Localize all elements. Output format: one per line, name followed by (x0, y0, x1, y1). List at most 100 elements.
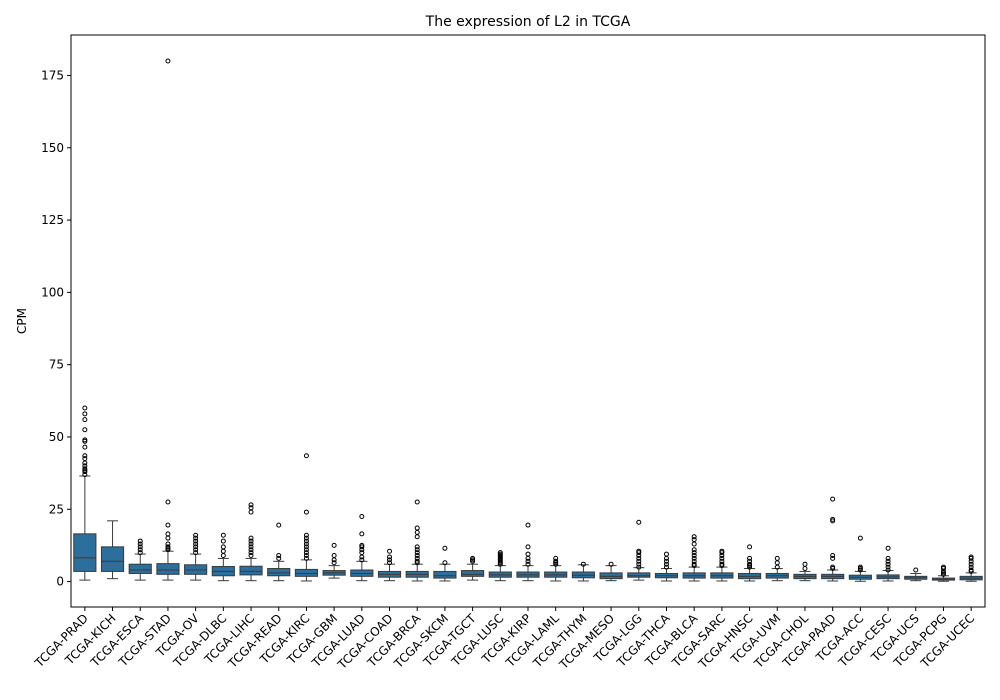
outlier-point (719, 548, 725, 554)
box-group (128, 538, 152, 581)
box-group (377, 548, 402, 582)
outlier-point (525, 551, 531, 557)
box-group (184, 532, 208, 581)
outlier-point (331, 560, 337, 566)
outlier-point (82, 456, 88, 462)
outlier-point (137, 547, 143, 553)
box-iqr (73, 533, 97, 572)
outlier-point (968, 564, 974, 570)
outlier-point (387, 548, 393, 554)
outlier-point (636, 555, 642, 561)
box-group (821, 496, 845, 582)
chart-title: The expression of L2 in TCGA (425, 14, 631, 30)
outlier-point (387, 554, 393, 560)
outlier-point (414, 550, 420, 556)
outlier-point (442, 545, 448, 551)
outlier-point (830, 555, 836, 561)
outlier-point (885, 567, 891, 573)
box-group (682, 534, 706, 582)
box-group (350, 513, 374, 582)
outlier-point (331, 553, 337, 559)
outlier-point (359, 557, 365, 563)
outlier-point (719, 555, 725, 561)
outlier-point (248, 535, 254, 541)
outlier-point (691, 537, 697, 543)
outlier-point (303, 555, 309, 561)
outlier-point (82, 460, 88, 466)
outlier-point (663, 551, 669, 557)
y-axis: 0 25 50 75 100 125 150 175 (41, 68, 71, 589)
outlier-point (774, 555, 780, 561)
box-iqr (239, 565, 263, 576)
outlier-point (968, 567, 974, 573)
outlier-point (719, 561, 725, 567)
outlier-point (414, 534, 420, 540)
outlier-point (387, 557, 393, 563)
plot-frame (70, 34, 986, 608)
outlier-point (830, 553, 836, 559)
box-group (461, 555, 485, 581)
outlier-point (636, 564, 642, 570)
outlier-point (193, 544, 199, 550)
box-group (156, 58, 180, 581)
box-group (627, 519, 651, 581)
outlier-point (82, 405, 88, 411)
outlier-point (303, 544, 309, 550)
box-group (710, 548, 734, 582)
outlier-point (857, 564, 863, 570)
outlier-point (165, 58, 171, 64)
outlier-point (580, 561, 586, 567)
outlier-point (636, 548, 642, 554)
outlier-point (691, 541, 697, 547)
outlier-point (691, 555, 697, 561)
outlier-point (248, 547, 254, 553)
box-group (765, 555, 789, 582)
outlier-point (193, 535, 199, 541)
outlier-point (663, 561, 669, 567)
y-tick-label: 100 (41, 285, 64, 299)
y-axis-label: CPM (15, 308, 29, 334)
box-iqr (128, 563, 152, 574)
box-group (267, 522, 291, 582)
outlier-point (248, 541, 254, 547)
x-axis: TCGA-PRADTCGA-KICHTCGA-ESCATCGA-STADTCGA… (31, 607, 977, 672)
box-group (322, 542, 346, 579)
outlier-point (193, 547, 199, 553)
outlier-point (636, 519, 642, 525)
outlier-point (691, 547, 697, 553)
box-group (959, 554, 983, 582)
outlier-point (414, 553, 420, 559)
outlier-point (691, 550, 697, 556)
box-iqr (627, 572, 651, 578)
outlier-point (82, 417, 88, 423)
outlier-point (276, 555, 282, 561)
outlier-point (691, 558, 697, 564)
outlier-point (359, 554, 365, 560)
outlier-point (82, 466, 88, 472)
outlier-point (414, 558, 420, 564)
outlier-point (885, 564, 891, 570)
outlier-point (220, 538, 226, 544)
outlier-point (303, 547, 309, 553)
outlier-point (636, 561, 642, 567)
box-iqr (433, 570, 457, 579)
outlier-point (276, 553, 282, 559)
outlier-point (608, 561, 614, 567)
outlier-point (414, 555, 420, 561)
box-group (405, 499, 429, 582)
outlier-point (719, 558, 725, 564)
outlier-point (82, 463, 88, 469)
outlier-point (82, 453, 88, 459)
outlier-point (802, 566, 808, 572)
outlier-point (331, 542, 337, 548)
outlier-point (303, 532, 309, 538)
box-group (793, 561, 817, 582)
outlier-point (691, 561, 697, 567)
outlier-point (885, 545, 891, 551)
box-iqr (599, 572, 623, 580)
outlier-point (248, 550, 254, 556)
outlier-point (220, 548, 226, 554)
outlier-point (442, 560, 448, 566)
y-tick-label: 75 (49, 358, 64, 372)
outlier-point (414, 544, 420, 550)
